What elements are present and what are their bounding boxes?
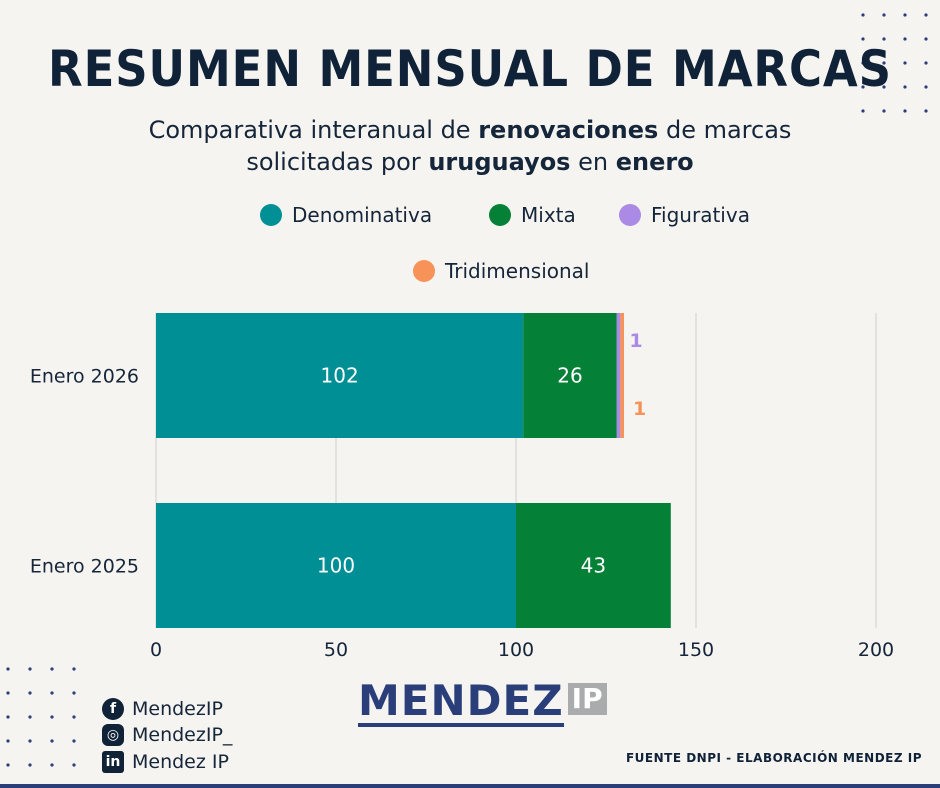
social-instagram[interactable]: ◎ MendezIP_ [102, 724, 232, 746]
bar-segment [156, 503, 516, 628]
decoration-dot [861, 37, 865, 41]
decoration-dot [903, 61, 907, 65]
x-tick-label: 100 [498, 639, 534, 661]
data-label: 102 [321, 364, 359, 388]
subtitle-text: Comparativa interanual de [148, 116, 479, 144]
subtitle-emphasis: uruguayos [428, 148, 571, 176]
decoration-dot [861, 13, 865, 17]
decoration-dot [6, 763, 10, 767]
bar-segment [620, 313, 624, 438]
page-title: RESUMEN MENSUAL DE MARCAS [48, 40, 892, 98]
decoration-dot [72, 715, 76, 719]
decoration-dot [924, 85, 928, 89]
decoration-dot [50, 763, 54, 767]
decoration-dot [50, 715, 54, 719]
decoration-dot [924, 61, 928, 65]
subtitle-text: solicitadas por [246, 148, 429, 176]
decoration-dot [924, 13, 928, 17]
subtitle-emphasis: renovaciones [478, 116, 659, 144]
bar-segment [523, 313, 617, 438]
decoration-dot [903, 13, 907, 17]
decoration-dot [861, 85, 865, 89]
decoration-dot [28, 763, 32, 767]
chart-subtitle: Comparativa interanual de renovaciones d… [80, 114, 860, 178]
decoration-dot [882, 85, 886, 89]
bottom-accent-bar [0, 784, 940, 788]
subtitle-text: en [570, 148, 616, 176]
legend-label: Denominativa [292, 203, 433, 227]
x-tick-label: 50 [324, 639, 348, 661]
subtitle-text: de marcas [658, 116, 792, 144]
decoration-dot [6, 739, 10, 743]
decoration-dot [72, 667, 76, 671]
data-label: 1 [629, 330, 642, 352]
decoration-dot [903, 85, 907, 89]
decoration-dot [72, 739, 76, 743]
decoration-dot [882, 13, 886, 17]
linkedin-icon: in [102, 751, 124, 773]
subtitle-emphasis: enero [615, 148, 694, 176]
bar-segment [516, 503, 671, 628]
social-linkedin[interactable]: in Mendez IP [102, 751, 229, 773]
bar-segment [156, 313, 524, 438]
decoration-dot [903, 109, 907, 113]
stacked-bar-chart: 102 26 1 1 Enero 2026 100 43 Enero 2025 0 50 100 15… [30, 313, 894, 661]
legend-item-denominativa: Denominativa [260, 203, 432, 227]
social-label: MendezIP [132, 698, 223, 720]
dot-grid-top-right-decoration [861, 13, 928, 113]
instagram-icon: ◎ [102, 724, 124, 746]
decoration-dot [6, 691, 10, 695]
legend-item-tridimensional: Tridimensional [413, 259, 589, 283]
decoration-dot [882, 37, 886, 41]
decoration-dot [50, 667, 54, 671]
legend-swatch [260, 204, 282, 226]
decoration-dot [861, 61, 865, 65]
decoration-dot [28, 739, 32, 743]
brand-logo: MENDEZ IP [358, 679, 607, 727]
social-label: Mendez IP [132, 751, 229, 773]
x-tick-label: 200 [858, 639, 894, 661]
logo-ip-badge: IP [567, 683, 607, 715]
decoration-dot [6, 667, 10, 671]
decoration-dot [28, 667, 32, 671]
decoration-dot [50, 691, 54, 695]
legend-label: Figurativa [651, 203, 750, 227]
decoration-dot [924, 109, 928, 113]
data-label: 26 [557, 364, 582, 388]
category-label: Enero 2025 [30, 556, 139, 578]
bar-segment [616, 313, 621, 438]
dot-grid-bottom-left-decoration [6, 667, 76, 767]
legend-swatch [489, 204, 511, 226]
decoration-dot [861, 109, 865, 113]
decoration-dot [28, 715, 32, 719]
decoration-dot [924, 37, 928, 41]
category-label: Enero 2026 [30, 366, 139, 388]
logo-name: MENDEZ [358, 676, 564, 727]
x-tick-label: 0 [150, 639, 162, 661]
decoration-dot [882, 109, 886, 113]
legend-swatch [619, 204, 641, 226]
legend-item-figurativa: Figurativa [619, 203, 750, 227]
social-facebook[interactable]: f MendezIP [102, 698, 223, 720]
data-label: 100 [317, 554, 355, 578]
decoration-dot [50, 739, 54, 743]
facebook-icon: f [102, 698, 124, 720]
social-label: MendezIP_ [132, 724, 233, 746]
decoration-dot [28, 691, 32, 695]
decoration-dot [72, 691, 76, 695]
legend-label: Tridimensional [445, 259, 590, 283]
decoration-dot [882, 61, 886, 65]
source-credit: FUENTE DNPI - ELABORACIÓN MENDEZ IP [625, 751, 922, 765]
legend-label: Mixta [521, 203, 576, 227]
x-tick-label: 150 [678, 639, 714, 661]
data-label: 1 [633, 398, 646, 420]
decoration-dot [903, 37, 907, 41]
legend-swatch [413, 260, 435, 282]
legend-item-mixta: Mixta [489, 203, 576, 227]
decoration-dot [6, 715, 10, 719]
decoration-dot [72, 763, 76, 767]
data-label: 43 [581, 554, 606, 578]
